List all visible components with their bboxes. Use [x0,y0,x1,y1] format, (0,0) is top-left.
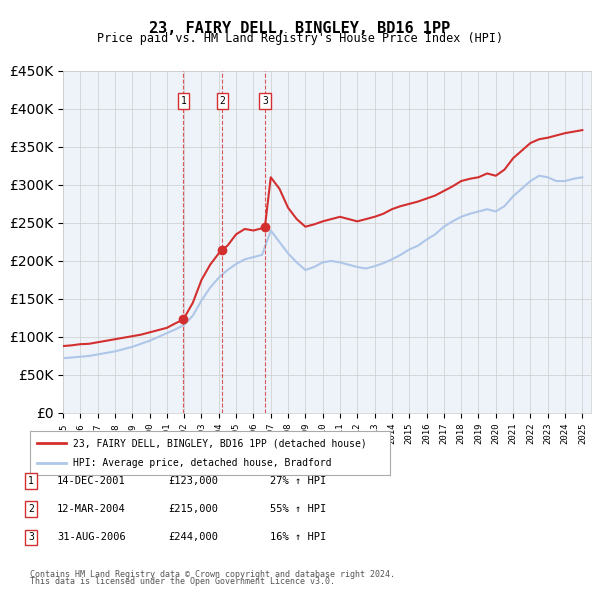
Text: HPI: Average price, detached house, Bradford: HPI: Average price, detached house, Brad… [73,458,332,467]
Text: 2: 2 [220,96,226,106]
Text: £244,000: £244,000 [168,533,218,542]
Text: 3: 3 [28,533,34,542]
Text: 23, FAIRY DELL, BINGLEY, BD16 1PP (detached house): 23, FAIRY DELL, BINGLEY, BD16 1PP (detac… [73,438,367,448]
Text: 14-DEC-2001: 14-DEC-2001 [57,476,126,486]
Text: This data is licensed under the Open Government Licence v3.0.: This data is licensed under the Open Gov… [30,578,335,586]
Text: £215,000: £215,000 [168,504,218,514]
Text: 1: 1 [181,96,187,106]
Text: £123,000: £123,000 [168,476,218,486]
Text: 3: 3 [262,96,268,106]
Text: 12-MAR-2004: 12-MAR-2004 [57,504,126,514]
Text: 23, FAIRY DELL, BINGLEY, BD16 1PP: 23, FAIRY DELL, BINGLEY, BD16 1PP [149,21,451,35]
Text: 55% ↑ HPI: 55% ↑ HPI [270,504,326,514]
Text: Contains HM Land Registry data © Crown copyright and database right 2024.: Contains HM Land Registry data © Crown c… [30,571,395,579]
Text: 16% ↑ HPI: 16% ↑ HPI [270,533,326,542]
Text: Price paid vs. HM Land Registry's House Price Index (HPI): Price paid vs. HM Land Registry's House … [97,32,503,45]
Text: 31-AUG-2006: 31-AUG-2006 [57,533,126,542]
Text: 2: 2 [28,504,34,514]
Text: 27% ↑ HPI: 27% ↑ HPI [270,476,326,486]
Text: 1: 1 [28,476,34,486]
